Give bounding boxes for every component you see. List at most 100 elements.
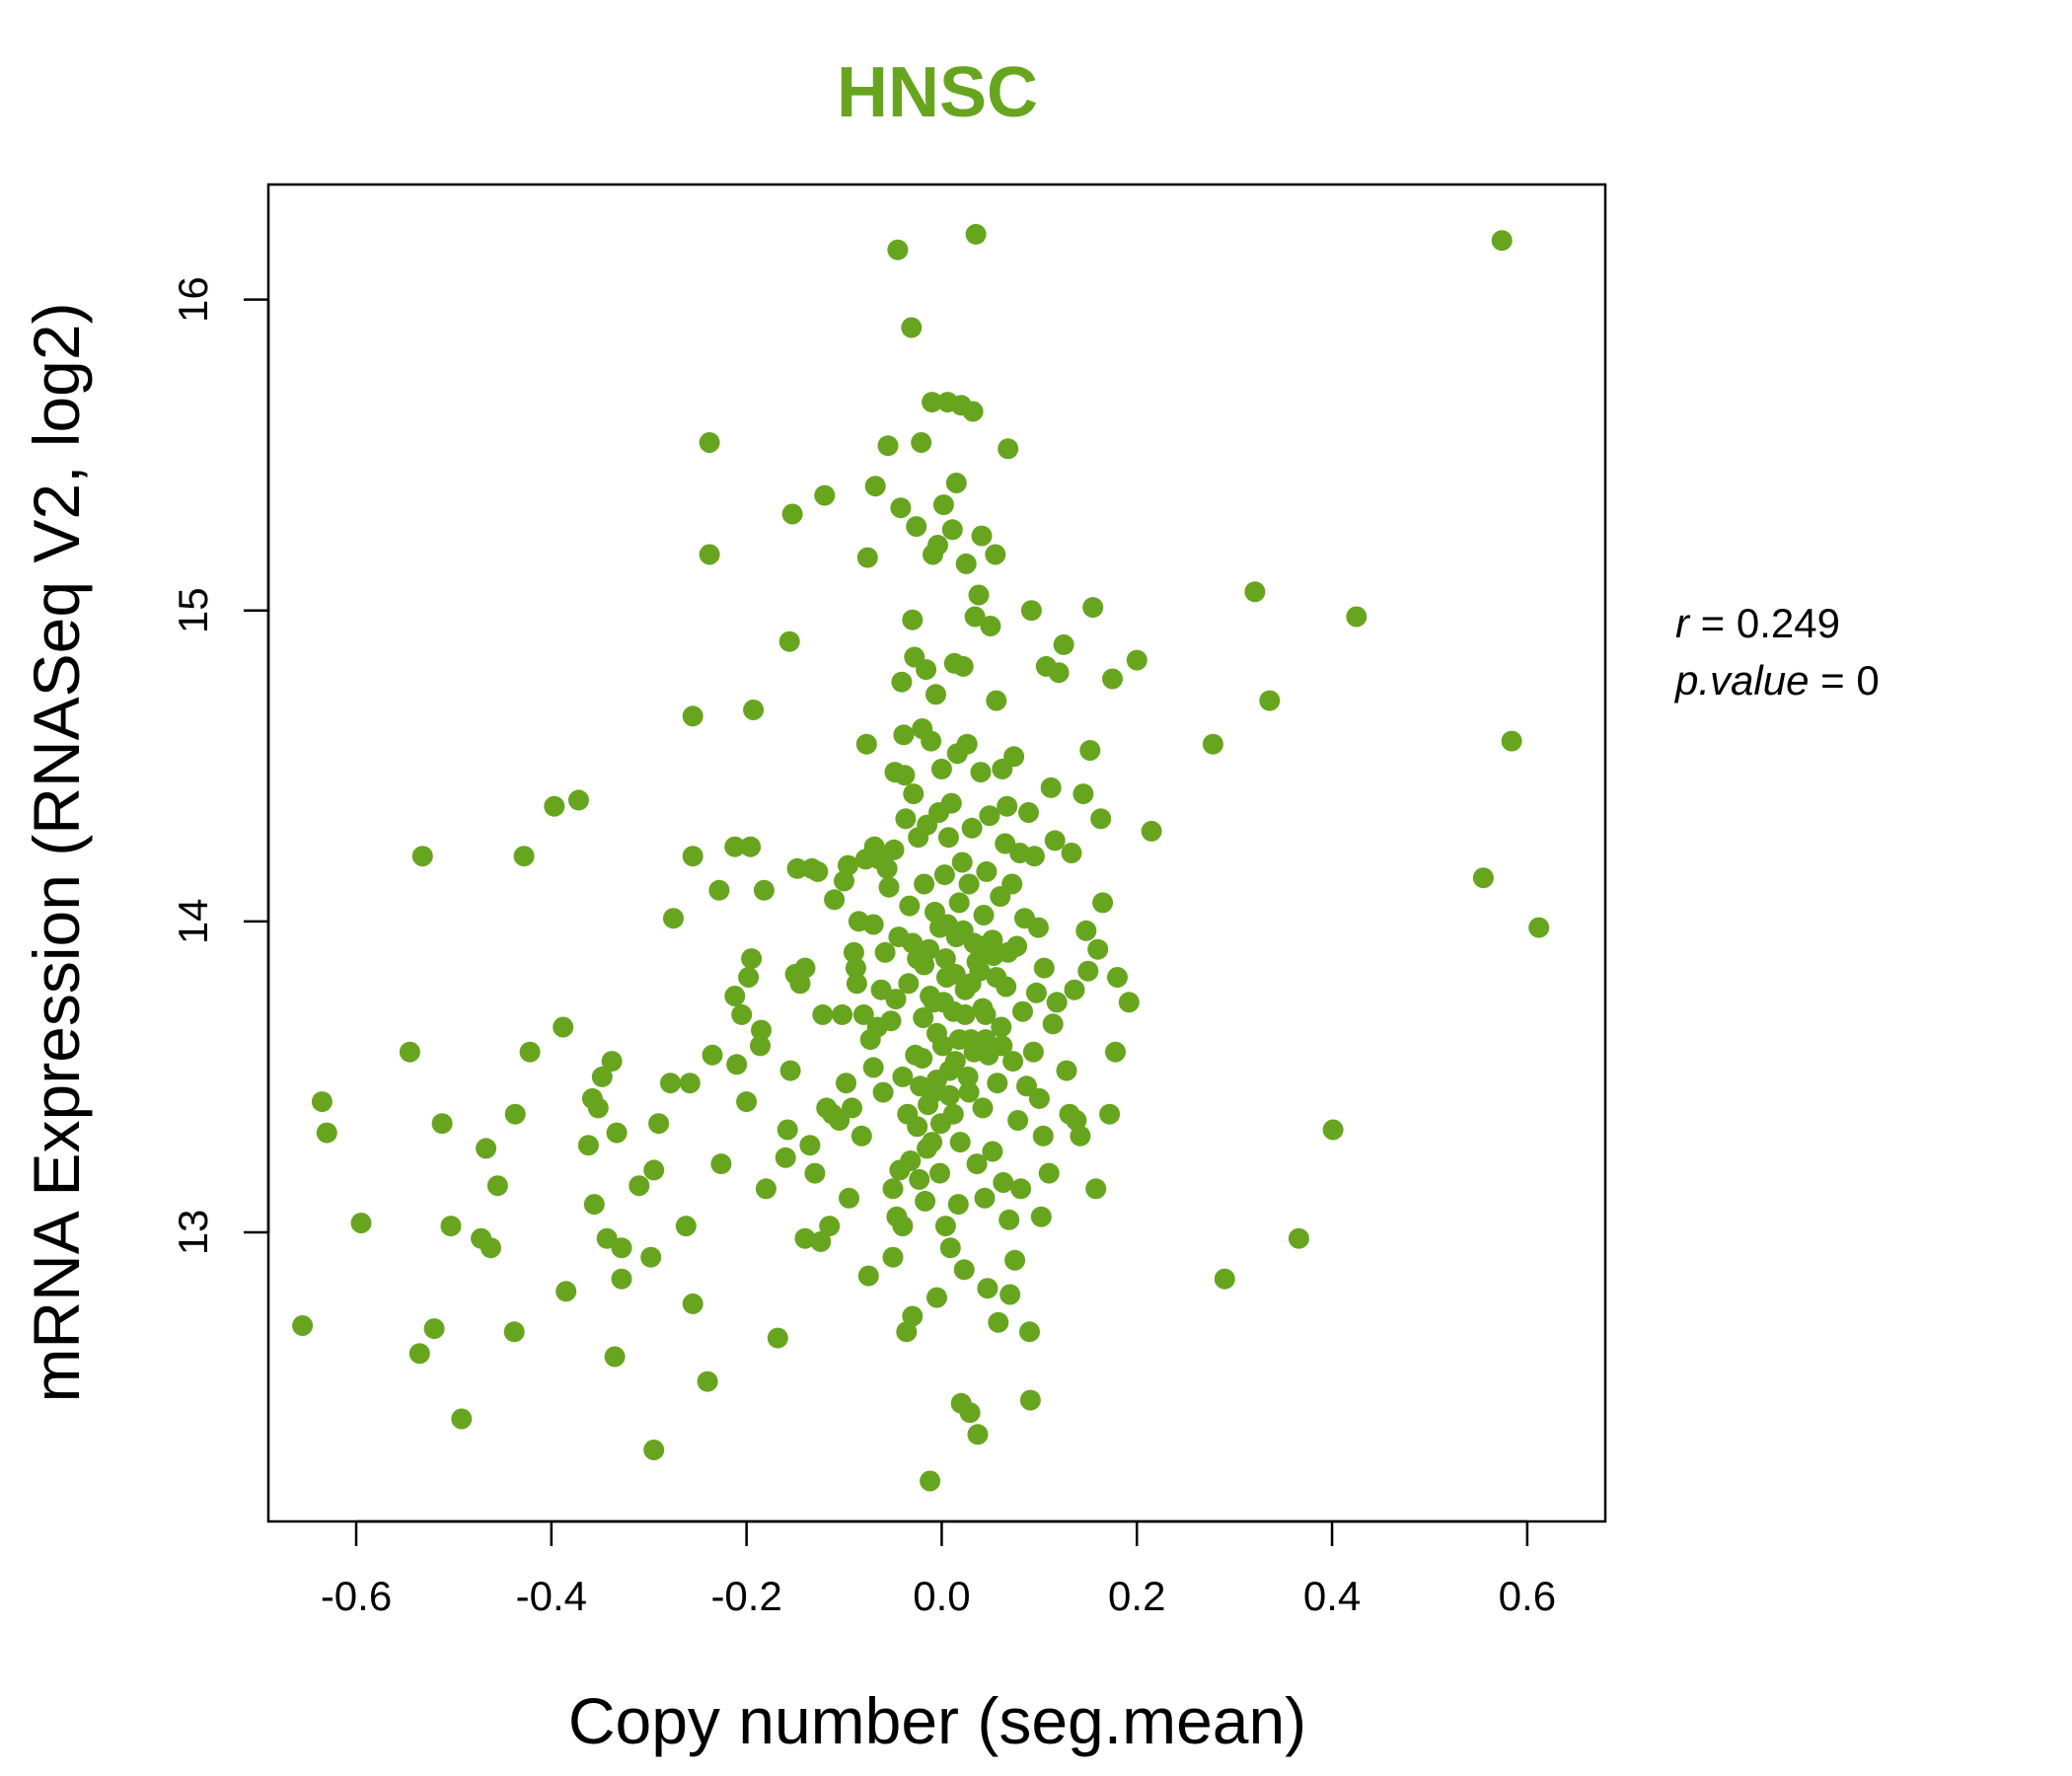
data-point xyxy=(1032,1125,1054,1147)
data-point xyxy=(992,1035,1013,1057)
data-point xyxy=(986,967,1007,988)
data-point xyxy=(970,762,992,783)
data-point xyxy=(851,1125,872,1147)
data-point xyxy=(767,1327,788,1349)
x-tick-label: 0.6 xyxy=(1499,1573,1556,1619)
data-point xyxy=(862,914,884,935)
data-point xyxy=(907,1116,928,1138)
data-point xyxy=(781,503,803,525)
data-point xyxy=(513,846,535,867)
data-point xyxy=(963,1041,985,1063)
data-point xyxy=(411,846,433,867)
x-tick-label: 0.0 xyxy=(913,1573,970,1619)
data-point xyxy=(824,889,846,911)
data-point xyxy=(979,805,1000,827)
x-tick-label: 0.4 xyxy=(1303,1573,1361,1619)
data-point xyxy=(504,1103,526,1125)
data-point xyxy=(794,957,816,979)
data-point xyxy=(1003,746,1025,768)
data-point xyxy=(988,1311,1009,1333)
data-point xyxy=(611,1268,632,1290)
x-tick-label: -0.6 xyxy=(321,1573,392,1619)
data-point xyxy=(982,1141,1003,1162)
data-point xyxy=(1118,992,1140,1013)
data-point xyxy=(1244,581,1266,603)
data-point xyxy=(976,860,998,882)
data-point xyxy=(880,1010,902,1032)
data-point xyxy=(906,516,927,538)
data-point xyxy=(998,941,1019,963)
data-point xyxy=(896,1321,918,1343)
data-point xyxy=(1085,1178,1107,1200)
data-point xyxy=(948,892,970,914)
data-point xyxy=(486,1175,508,1197)
data-point xyxy=(755,1178,777,1200)
data-point xyxy=(944,963,966,985)
data-point xyxy=(1002,1051,1024,1073)
y-tick-label: 13 xyxy=(170,1210,216,1256)
data-point xyxy=(1141,820,1162,842)
data-point xyxy=(1042,1013,1064,1035)
data-point xyxy=(1056,1060,1077,1081)
data-point xyxy=(1070,1125,1091,1147)
data-point xyxy=(399,1041,420,1063)
data-point xyxy=(916,659,937,681)
data-point xyxy=(1020,600,1042,622)
data-point xyxy=(845,957,866,979)
data-point xyxy=(1027,917,1049,938)
data-point xyxy=(568,789,589,811)
data-point xyxy=(870,979,892,1000)
data-point xyxy=(1073,783,1094,805)
data-point xyxy=(640,1246,662,1268)
data-point xyxy=(951,851,973,873)
r-value: 0.249 xyxy=(1737,600,1840,646)
data-point xyxy=(1064,979,1085,1000)
data-point xyxy=(481,1237,501,1259)
r-label: r xyxy=(1675,600,1691,646)
data-point xyxy=(408,1343,430,1365)
data-point xyxy=(1082,597,1104,619)
data-point xyxy=(846,973,867,995)
data-point xyxy=(852,1003,874,1025)
p-value: 0 xyxy=(1856,657,1879,703)
data-point xyxy=(934,948,956,970)
data-point xyxy=(753,879,775,901)
data-point xyxy=(778,630,800,652)
p-equals: = xyxy=(1820,657,1856,703)
data-point xyxy=(955,553,977,574)
y-axis: 13 14 15 16 xyxy=(170,276,270,1256)
data-point xyxy=(972,1097,994,1119)
data-point xyxy=(1016,1075,1037,1097)
data-point xyxy=(902,609,924,630)
data-point xyxy=(949,1132,971,1153)
data-point xyxy=(1044,830,1066,851)
data-point xyxy=(901,317,923,338)
x-tick-label: -0.4 xyxy=(516,1573,587,1619)
data-point xyxy=(1023,846,1045,867)
data-point xyxy=(710,1153,732,1175)
data-point xyxy=(920,1470,941,1492)
y-tick-label: 15 xyxy=(170,587,216,633)
data-point xyxy=(292,1315,314,1336)
data-point xyxy=(891,671,913,693)
p-label: p.value xyxy=(1673,657,1809,703)
data-point xyxy=(999,1209,1020,1230)
data-point xyxy=(839,1187,859,1209)
data-point xyxy=(1214,1268,1235,1290)
data-point xyxy=(726,1054,748,1075)
data-points xyxy=(292,223,1550,1492)
data-point xyxy=(519,1041,541,1063)
data-point xyxy=(925,684,946,705)
data-point xyxy=(555,1281,577,1302)
data-point xyxy=(1030,1206,1052,1227)
data-point xyxy=(999,1284,1021,1305)
data-point xyxy=(958,1081,980,1103)
data-point xyxy=(893,724,915,746)
data-point xyxy=(708,879,730,901)
data-point xyxy=(1288,1227,1309,1249)
data-point xyxy=(917,1138,938,1159)
data-point xyxy=(1259,690,1281,711)
data-point xyxy=(750,1035,771,1057)
data-point xyxy=(751,1019,772,1041)
